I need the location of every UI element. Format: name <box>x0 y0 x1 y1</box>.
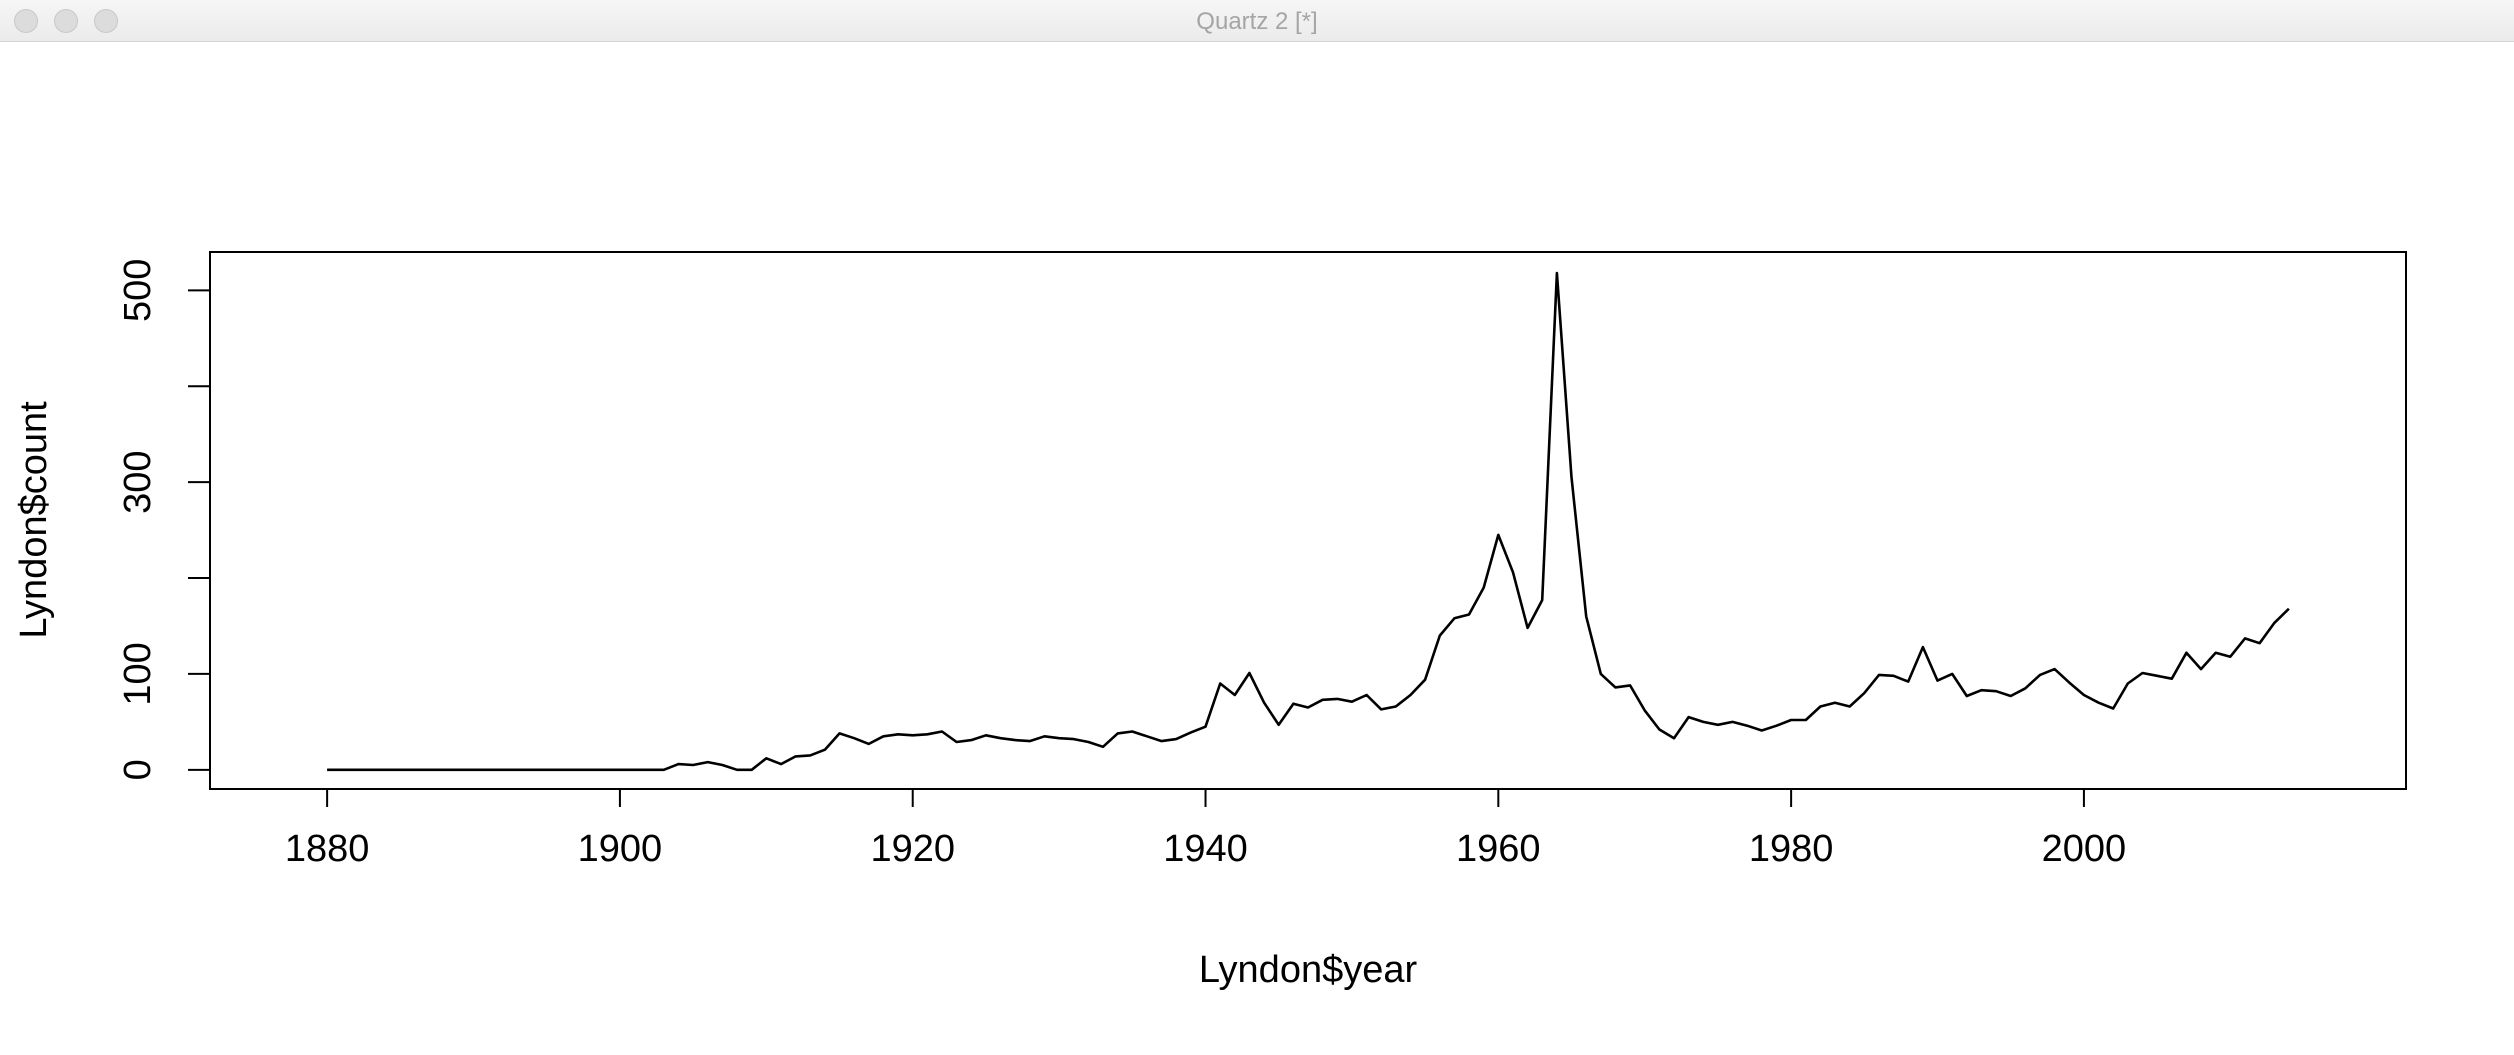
x-tick-label: 1920 <box>870 828 955 870</box>
zoom-window-button[interactable] <box>94 9 118 33</box>
x-tick-label: 2000 <box>2042 828 2127 870</box>
window-title: Quartz 2 [*] <box>1196 8 1318 35</box>
x-tick-label: 1960 <box>1456 828 1541 870</box>
x-tick-label: 1940 <box>1163 828 1248 870</box>
y-axis-label: Lyndon$count <box>13 401 55 639</box>
x-axis-label: Lyndon$year <box>1199 949 1418 991</box>
x-tick-label: 1900 <box>578 828 663 870</box>
y-tick-label: 300 <box>117 450 159 513</box>
x-tick-label: 1980 <box>1749 828 1834 870</box>
y-tick-label: 100 <box>117 642 159 705</box>
plot-area: 1880 1900 1920 1940 1960 1980 2000 0 100 300 500 … <box>0 42 2514 1050</box>
y-axis: 0 100 300 500 <box>117 259 211 780</box>
x-tick-label: 1880 <box>285 828 370 870</box>
minimize-window-button[interactable] <box>54 9 78 33</box>
x-axis: 1880 1900 1920 1940 1960 1980 2000 <box>285 788 2127 870</box>
series-line <box>327 271 2290 772</box>
y-tick-label: 500 <box>117 259 159 322</box>
title-bar: Quartz 2 [*] <box>0 0 2514 42</box>
line-chart: 1880 1900 1920 1940 1960 1980 2000 0100300500 … <box>13 251 2407 991</box>
y-tick-label: 0 <box>117 759 159 780</box>
close-window-button[interactable] <box>14 9 38 33</box>
